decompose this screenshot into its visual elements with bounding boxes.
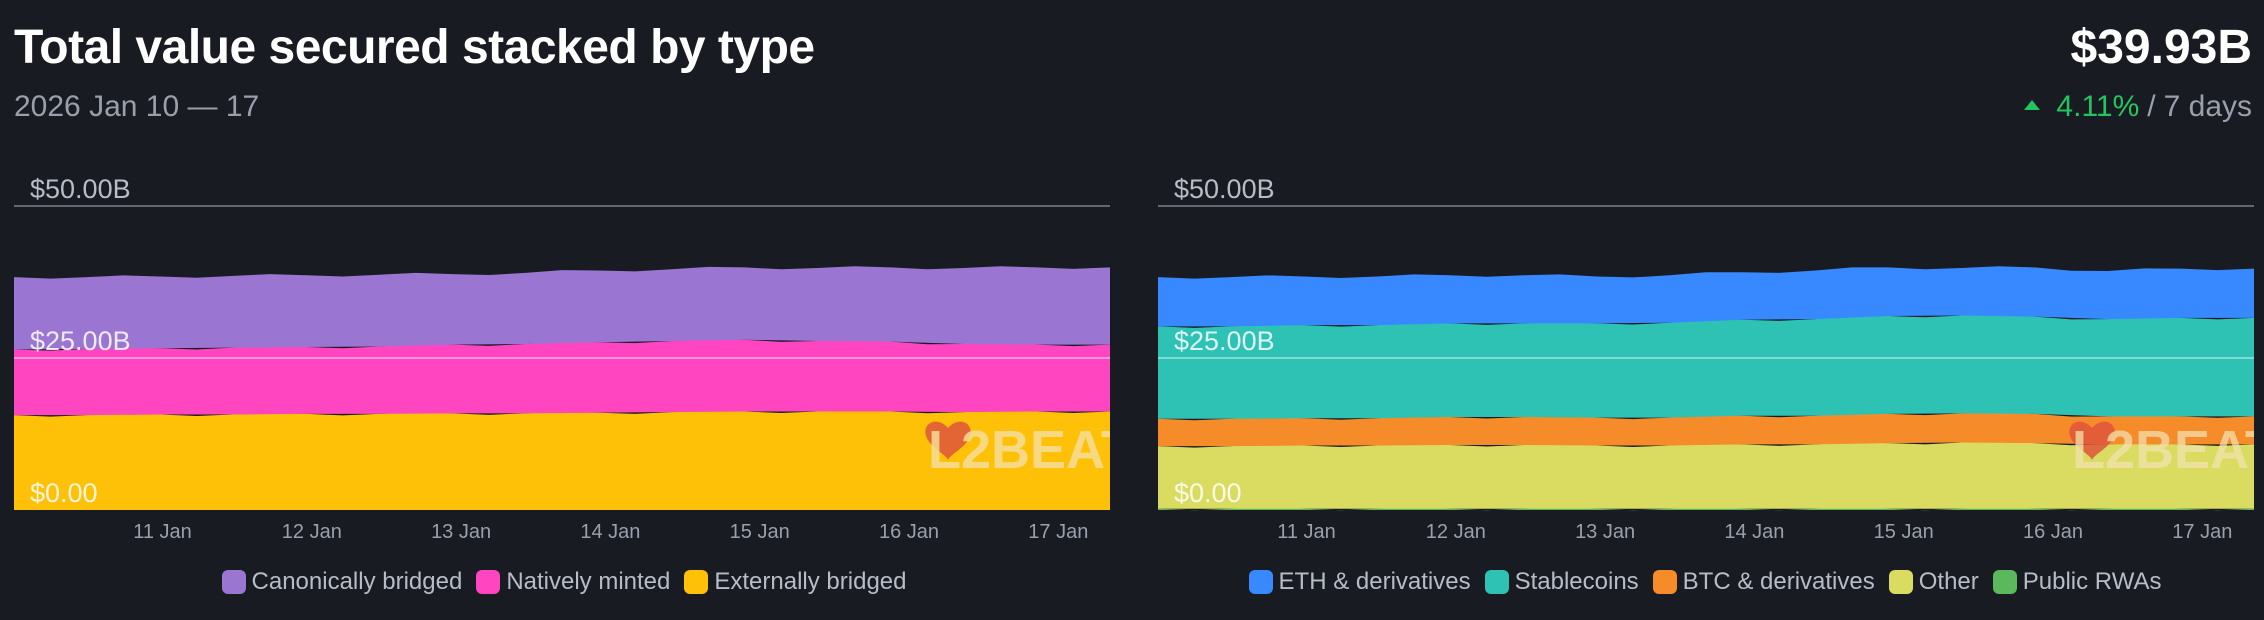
legend-label: Public RWAs — [2022, 568, 2162, 595]
x-tick-label: 16 Jan — [2023, 521, 2083, 540]
area-other — [1158, 441, 2254, 509]
area-btc-derivatives — [1158, 412, 2254, 447]
legend-label: Stablecoins — [1514, 568, 1639, 595]
legend-label: Canonically bridged — [251, 568, 463, 595]
chart-svg-by-source: $0.00 $25.00B $50.00B 11 Jan 12 Jan 13 Jan 14 … — [14, 174, 1110, 540]
chart-value-secured-by-source: $0.00 $25.00B $50.00B 11 Jan 12 Jan 13 Jan 14 … — [14, 160, 1110, 540]
change-percent: 4.11% — [2056, 90, 2140, 123]
x-tick-label: 17 Jan — [1028, 521, 1088, 540]
area-natively-minted — [14, 338, 1110, 416]
y-tick-label: $0.00 — [1174, 478, 1242, 508]
legend-label: Externally bridged — [714, 568, 907, 595]
legend-swatch — [476, 570, 501, 594]
legend-swatch — [1992, 570, 2017, 594]
legend-swatch — [1652, 570, 1677, 594]
legend-label: Natively minted — [506, 568, 671, 595]
date-range: 2026 Jan 10 — 17 — [14, 90, 260, 123]
legend-item[interactable]: ETH & derivatives — [1248, 568, 1471, 596]
legend-by-asset: ETH & derivatives Stablecoins BTC & deriva… — [1248, 568, 2162, 596]
x-tick-label: 13 Jan — [1575, 521, 1635, 540]
legend-label: ETH & derivatives — [1278, 568, 1471, 595]
chart-svg-by-asset: $0.00 $25.00B $50.00B 11 Jan 12 Jan 13 Jan 14 … — [1158, 174, 2254, 540]
area-stablecoins — [1158, 314, 2254, 419]
x-tick-label: 16 Jan — [879, 521, 939, 540]
legend-swatch — [684, 570, 709, 594]
legend-swatch — [1888, 570, 1913, 594]
y-tick-label: $25.00B — [1174, 326, 1275, 356]
legend-by-source: Canonically bridged Natively minted Extern… — [221, 568, 906, 596]
y-tick-label: $0.00 — [30, 478, 98, 508]
change-separator: / — [2147, 90, 2156, 123]
x-tick-label: 11 Jan — [1277, 521, 1336, 540]
legend-item[interactable]: Stablecoins — [1484, 568, 1639, 596]
legend-item[interactable]: Externally bridged — [684, 568, 906, 596]
legend-swatch — [221, 570, 246, 594]
x-tick-label: 12 Jan — [1426, 521, 1486, 540]
change-period: 7 days — [2163, 90, 2252, 123]
area-eth-derivatives — [1158, 266, 2254, 327]
y-tick-label: $50.00B — [30, 174, 131, 204]
legend-item[interactable]: Public RWAs — [1992, 568, 2162, 596]
y-tick-label: $25.00B — [30, 326, 131, 356]
l2beat-watermark-text: L2BEAT — [928, 420, 1110, 480]
legend-item[interactable]: Canonically bridged — [221, 568, 463, 596]
x-tick-label: 12 Jan — [282, 521, 342, 540]
triangle-up-icon — [2024, 100, 2041, 110]
area-externally-bridged — [14, 410, 1110, 510]
legend-item[interactable]: Other — [1888, 568, 1979, 596]
legend-item[interactable]: Natively minted — [476, 568, 670, 596]
l2beat-watermark-text: L2BEAT — [2072, 420, 2254, 480]
x-tick-label: 14 Jan — [1724, 521, 1784, 540]
l2beat-watermark-logo: L2BEAT — [925, 420, 1110, 480]
legend-swatch — [1248, 570, 1273, 594]
x-tick-label: 17 Jan — [2172, 521, 2232, 540]
total-value: $39.93B — [2070, 21, 2252, 74]
y-tick-label: $50.00B — [1174, 174, 1275, 204]
area-canonically-bridged — [14, 266, 1110, 350]
legend-swatch — [1484, 570, 1509, 594]
chart-value-secured-by-asset: $0.00 $25.00B $50.00B 11 Jan 12 Jan 13 Jan 14 … — [1158, 160, 2254, 540]
legend-label: BTC & derivatives — [1682, 568, 1875, 595]
x-tick-label: 15 Jan — [1874, 521, 1934, 540]
x-tick-label: 15 Jan — [730, 521, 790, 540]
change-summary: 4.11% / 7 days — [2024, 90, 2252, 124]
l2beat-watermark-logo: L2BEAT — [2069, 420, 2254, 480]
x-tick-label: 13 Jan — [431, 521, 491, 540]
x-tick-label: 14 Jan — [580, 521, 640, 540]
chart-title: Total value secured stacked by type — [14, 21, 815, 74]
x-tick-label: 11 Jan — [133, 521, 192, 540]
legend-label: Other — [1918, 568, 1979, 595]
legend-item[interactable]: BTC & derivatives — [1652, 568, 1875, 596]
